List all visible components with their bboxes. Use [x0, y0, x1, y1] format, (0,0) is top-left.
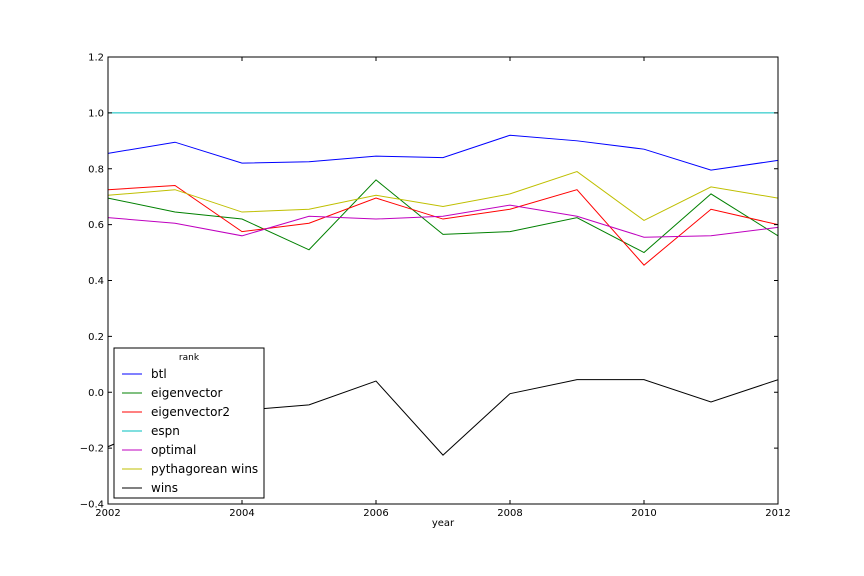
legend-label-eigenvector: eigenvector [151, 386, 222, 400]
x-tick-label: 2010 [631, 508, 656, 519]
legend-label-espn: espn [151, 424, 180, 438]
series-line-btl [108, 134, 778, 171]
y-tick-label: 0.6 [88, 220, 104, 231]
y-tick-label: −0.2 [80, 444, 104, 455]
y-tick-label: 0.8 [88, 164, 104, 175]
legend-title: rank [179, 353, 200, 363]
y-tick-label: −0.4 [80, 500, 104, 511]
y-tick-label: 1.0 [88, 108, 104, 119]
series-line-pythagorean-wins [108, 170, 778, 222]
y-tick-label: 0.0 [88, 388, 104, 399]
x-axis-label: year [432, 518, 455, 529]
legend-label-pythagorean-wins: pythagorean wins [151, 462, 258, 476]
legend: rank btl eigenvector eigenvector2 espn optim… [113, 347, 265, 499]
legend-label-eigenvector2: eigenvector2 [151, 405, 230, 419]
legend-label-optimal: optimal [151, 443, 196, 457]
y-tick-label: 0.4 [88, 276, 104, 287]
ticks-layer: 2002 2004 2006 2008 2010 2012 −0.4 −0.2 0.0 0.2 0.… [80, 53, 791, 520]
x-tick-label: 2006 [363, 508, 388, 519]
legend-label-wins: wins [151, 481, 178, 495]
x-tick-label: 2008 [497, 508, 522, 519]
legend-box [113, 347, 265, 499]
x-tick-label: 2002 [95, 508, 120, 519]
y-tick-label: 0.2 [88, 332, 104, 343]
series-line-eigenvector2 [108, 185, 778, 266]
series-line-optimal [108, 204, 778, 238]
y-tick-label: 1.2 [88, 53, 104, 64]
x-tick-label: 2004 [229, 508, 254, 519]
legend-label-btl: btl [151, 367, 167, 381]
x-tick-label: 2012 [765, 508, 790, 519]
